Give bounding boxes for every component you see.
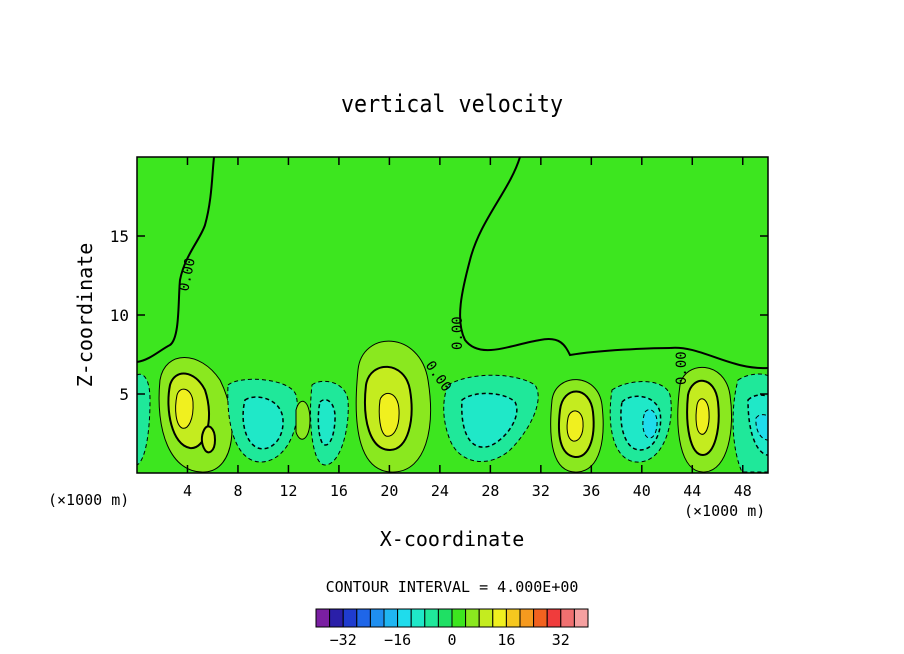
x-tick-label: 24 <box>431 482 449 500</box>
downdraft-cell <box>227 378 298 463</box>
y-tick-label: 15 <box>110 227 129 246</box>
x-axis-label: X-coordinate <box>380 527 525 551</box>
colorbar-swatch <box>342 608 358 628</box>
updraft-cell <box>355 340 431 473</box>
colorbar-tick-label: 32 <box>552 631 570 649</box>
x-tick-label: 20 <box>380 482 398 500</box>
x-axis: 4 8 12 16 20 24 28 32 36 40 44 48 <box>183 157 752 500</box>
colorbar-ticks: −32 −16 0 16 32 <box>330 631 570 649</box>
x-tick-label: 12 <box>279 482 297 500</box>
x-tick-label: 8 <box>233 482 242 500</box>
colorbar-swatch <box>397 608 412 628</box>
colorbar-swatch <box>478 608 494 628</box>
colorbar-swatch <box>546 608 562 628</box>
contour-label: 0.00 <box>176 257 199 293</box>
colorbar-swatch <box>560 608 575 628</box>
colorbar-swatch <box>519 608 535 628</box>
downdraft-cell <box>732 373 768 473</box>
x-tick-label: 36 <box>582 482 600 500</box>
downdraft-cell <box>609 381 672 463</box>
colorbar-swatch <box>437 608 453 628</box>
colorbar-swatch <box>533 608 548 628</box>
contour-label: 0.00 <box>674 351 690 385</box>
x-tick-label: 32 <box>532 482 550 500</box>
chart-title: vertical velocity <box>341 90 563 118</box>
y-tick-label: 5 <box>119 385 129 404</box>
x-tick-label: 48 <box>734 482 752 500</box>
colorbar-swatch <box>424 608 439 628</box>
colorbar-swatch <box>383 608 399 628</box>
updraft-cell <box>677 366 733 473</box>
x-tick-label: 44 <box>683 482 701 500</box>
x-tick-label: 28 <box>481 482 499 500</box>
contour-fields <box>137 157 768 473</box>
zero-contour <box>459 157 671 357</box>
zero-contour <box>669 346 768 370</box>
colorbar-swatch <box>315 608 331 628</box>
x-tick-label: 4 <box>183 482 192 500</box>
updraft-cell <box>158 357 233 473</box>
y-axis-label: Z-coordinate <box>73 243 97 388</box>
x-unit-left: (×1000 m) <box>48 491 129 509</box>
y-tick-label: 10 <box>110 306 129 325</box>
y-axis: 5 10 15 <box>110 227 768 404</box>
colorbar-swatch <box>505 608 521 628</box>
contour-interval: CONTOUR INTERVAL = 4.000E+00 <box>326 578 579 596</box>
colorbar-swatch <box>465 608 480 628</box>
colorbar-tick-label: 0 <box>447 631 456 649</box>
colorbar-swatch <box>329 608 344 628</box>
colorbar-tick-label: 16 <box>497 631 515 649</box>
colorbar-tick-label: −16 <box>384 631 411 649</box>
x-tick-label: 16 <box>330 482 348 500</box>
colorbar-swatch <box>369 608 385 628</box>
colorbar-swatch <box>410 608 426 628</box>
colorbar-swatch <box>451 608 467 628</box>
downdraft-cell <box>137 373 151 466</box>
downdraft-cell <box>443 374 539 462</box>
zero-contour <box>137 157 215 363</box>
colorbar-swatch <box>573 608 589 628</box>
x-unit-right: (×1000 m) <box>684 502 765 520</box>
colorbar-swatch <box>356 608 371 628</box>
updraft-cell <box>550 379 604 473</box>
colorbar-swatch <box>492 608 507 628</box>
downdraft-cell <box>295 380 349 466</box>
x-tick-label: 40 <box>633 482 651 500</box>
contour-label: 0.00 <box>450 316 466 350</box>
colorbar-tick-label: −32 <box>330 631 357 649</box>
colorbar <box>315 608 589 628</box>
